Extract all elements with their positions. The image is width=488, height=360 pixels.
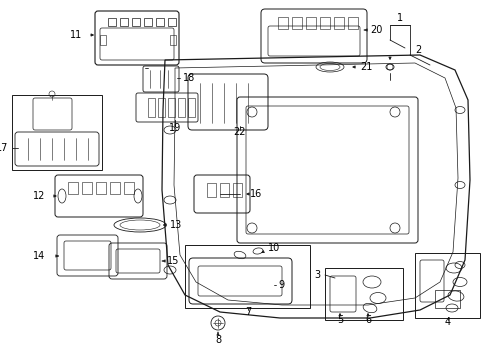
Bar [414,253,479,318]
Text: 22: 22 [233,127,246,137]
Text: 11: 11 [70,30,82,40]
Bar [82,182,92,194]
Bar [170,35,176,45]
Bar [184,245,309,308]
Text: 19: 19 [168,123,181,133]
Bar [278,17,287,29]
Bar [12,95,102,170]
Text: 16: 16 [249,189,262,199]
Bar [319,17,329,29]
Text: 10: 10 [267,243,280,253]
Text: 14: 14 [33,251,45,261]
Bar [143,18,152,26]
Text: 18: 18 [183,73,195,83]
Bar [132,18,140,26]
Text: 13: 13 [170,220,182,230]
Text: 5: 5 [336,315,343,325]
Text: 15: 15 [167,256,179,266]
Bar [96,182,106,194]
Text: 7: 7 [244,307,251,317]
Bar [206,183,216,197]
Bar [187,98,195,117]
Bar [325,268,402,320]
Bar [168,98,175,117]
Bar [333,17,343,29]
Bar [220,183,228,197]
Bar [108,18,116,26]
Bar [232,183,242,197]
Bar [305,17,315,29]
Bar [178,98,184,117]
Bar [158,98,164,117]
Text: 4: 4 [444,317,450,327]
Bar [156,18,163,26]
Text: 17: 17 [0,143,8,153]
Bar [148,98,155,117]
Text: 9: 9 [278,280,284,290]
Text: 3: 3 [313,270,319,280]
Bar [68,182,78,194]
Bar [100,35,106,45]
Text: 2: 2 [414,45,420,55]
Text: 20: 20 [369,25,382,35]
Text: 1: 1 [396,13,402,23]
Bar [168,18,176,26]
Bar [124,182,134,194]
Bar [291,17,302,29]
Text: 8: 8 [215,335,221,345]
Bar [120,18,128,26]
Text: 21: 21 [359,62,372,72]
Text: 6: 6 [364,315,370,325]
Text: 12: 12 [33,191,45,201]
Bar [110,182,120,194]
Bar [347,17,357,29]
Bar [434,290,459,308]
